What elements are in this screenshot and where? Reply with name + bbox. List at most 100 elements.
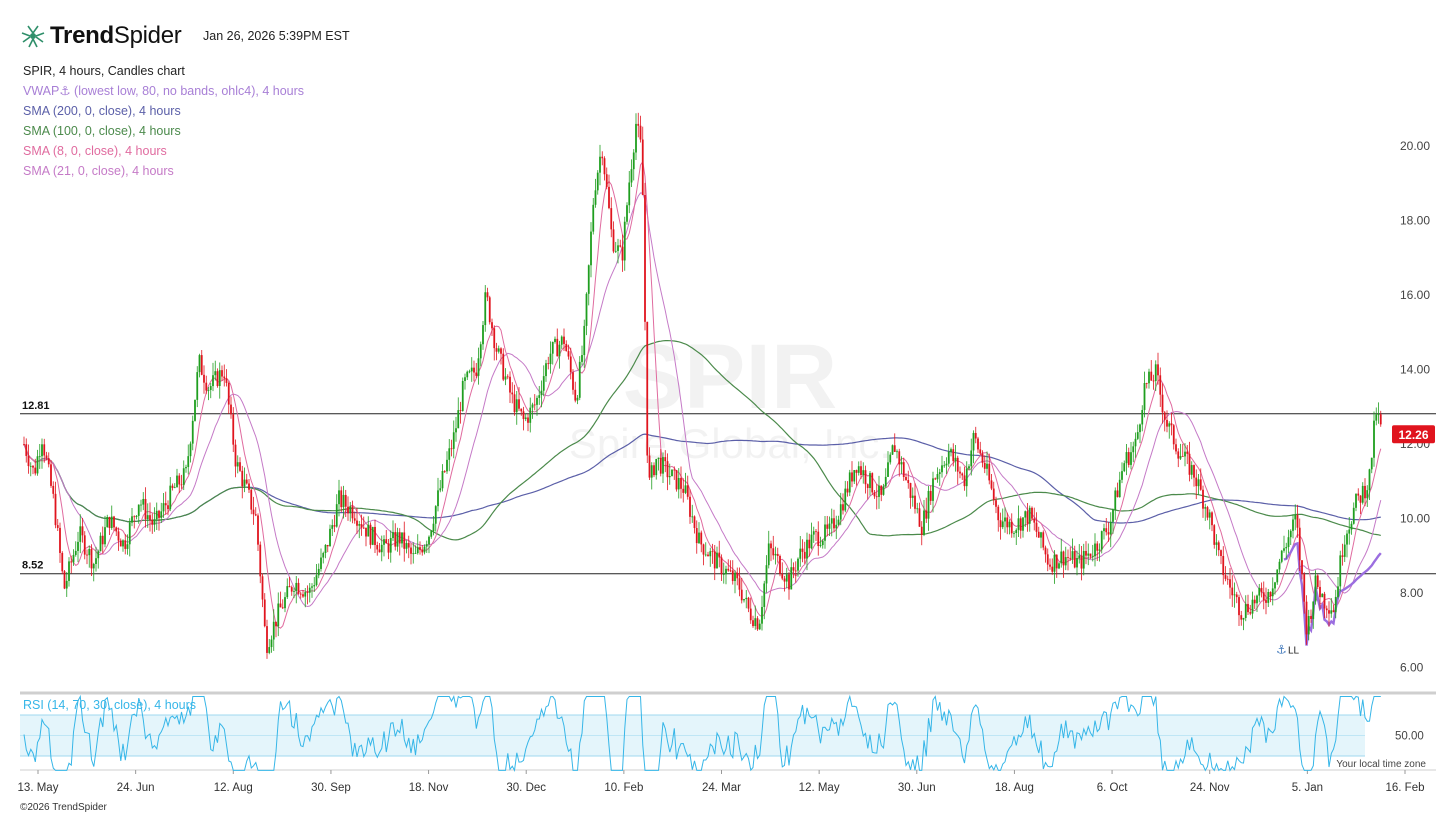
candle-body: [1249, 612, 1252, 614]
candle-body: [349, 506, 352, 514]
candle-body: [668, 476, 671, 478]
candle-body: [320, 557, 322, 569]
candle-body: [641, 139, 644, 196]
candle-body: [745, 597, 748, 600]
candle-body: [770, 543, 772, 549]
candle-body: [484, 292, 487, 326]
candle-body: [423, 546, 426, 553]
candle-body: [547, 363, 550, 365]
candle-body: [1244, 603, 1247, 618]
legend-title: SPIR, 4 hours, Candles chart: [23, 64, 185, 78]
candle-body: [893, 445, 896, 452]
candle-body: [270, 639, 273, 648]
candle-body: [817, 531, 820, 547]
candle-body: [824, 524, 826, 541]
candle-body: [450, 448, 453, 450]
candle-body: [515, 399, 518, 413]
candle-body: [1323, 593, 1326, 609]
candle-body: [209, 386, 212, 390]
candle-body: [1145, 383, 1148, 384]
candle-body: [506, 376, 509, 378]
candle-body: [1373, 420, 1375, 458]
candle-body: [245, 479, 248, 484]
candle-body: [43, 444, 46, 456]
candle-body: [1064, 557, 1067, 566]
candle-body: [1215, 542, 1218, 545]
candle-body: [734, 572, 736, 582]
legend-sma-200[interactable]: SMA (200, 0, close), 4 hours: [23, 104, 181, 118]
candle-body: [540, 390, 543, 396]
candle-body: [842, 504, 844, 511]
candle-body: [1197, 479, 1200, 487]
candle-body: [1186, 451, 1189, 454]
candle-body: [1159, 375, 1162, 395]
candle-body: [1049, 564, 1051, 567]
candle-body: [747, 597, 750, 609]
candle-body: [509, 376, 511, 393]
sma-21-line: [23, 192, 1382, 608]
legend-sma-100[interactable]: SMA (100, 0, close), 4 hours: [23, 124, 181, 138]
candle-body: [342, 494, 345, 508]
candle-body: [340, 490, 343, 508]
candle-body: [1190, 465, 1193, 475]
legend-vwap[interactable]: VWAP⚓ (lowest low, 80, no bands, ohlc4),…: [23, 84, 305, 98]
candle-body: [1179, 456, 1182, 459]
candle-body: [1022, 517, 1024, 531]
candle-body: [911, 495, 914, 498]
candle-body: [461, 380, 464, 411]
candle-body: [412, 553, 415, 555]
x-tick-label: 30. Sep: [311, 782, 351, 794]
candle-body: [376, 545, 379, 550]
candle-body: [83, 535, 86, 555]
candle-body: [855, 470, 858, 473]
candle-body: [104, 527, 106, 545]
candle-body: [835, 524, 838, 529]
candle-body: [1073, 551, 1076, 568]
candle-body: [1042, 532, 1045, 548]
candle-body: [920, 526, 923, 535]
candle-body: [907, 480, 910, 484]
candle-body: [587, 265, 590, 294]
candle-body: [29, 465, 32, 467]
candle-body: [347, 506, 349, 514]
candle-body: [954, 457, 957, 462]
candle-body: [1366, 490, 1369, 499]
candle-body: [1262, 592, 1265, 601]
x-tick-label: 13. May: [18, 782, 59, 794]
candle-body: [601, 156, 604, 159]
candle-body: [1028, 507, 1031, 524]
candle-body: [1350, 523, 1353, 530]
candle-body: [371, 526, 374, 545]
candle-body: [419, 547, 421, 550]
candle-body: [324, 544, 327, 554]
candle-body: [167, 505, 169, 510]
chart-timestamp: Jan 26, 2026 5:39PM EST: [203, 29, 350, 43]
candle-body: [853, 470, 856, 482]
legend-sma-21[interactable]: SMA (21, 0, close), 4 hours: [23, 164, 174, 178]
candle-body: [1098, 549, 1101, 551]
candle-body: [446, 459, 448, 472]
candle-body: [851, 472, 853, 482]
candle-body: [898, 451, 901, 465]
x-tick-label: 12. Aug: [214, 782, 253, 794]
candle-body: [1177, 451, 1180, 459]
candle-body: [50, 464, 52, 486]
candle-body: [1361, 485, 1364, 503]
candle-body: [1141, 409, 1144, 425]
legend-sma-8[interactable]: SMA (8, 0, close), 4 hours: [23, 144, 167, 158]
candle-body: [576, 397, 579, 401]
candle-body: [554, 338, 556, 342]
candle-body: [626, 205, 628, 222]
candle-body: [880, 485, 883, 495]
y-tick-label: 6.00: [1400, 661, 1424, 675]
candle-body: [304, 592, 307, 597]
candle-body: [754, 618, 757, 627]
candle-body: [551, 341, 554, 354]
candle-body: [200, 355, 203, 375]
candle-body: [808, 539, 811, 549]
candle-body: [529, 407, 532, 423]
candle-body: [650, 465, 653, 478]
rsi-legend[interactable]: RSI (14, 70, 30, close), 4 hours: [23, 698, 197, 712]
candle-body: [223, 376, 226, 379]
